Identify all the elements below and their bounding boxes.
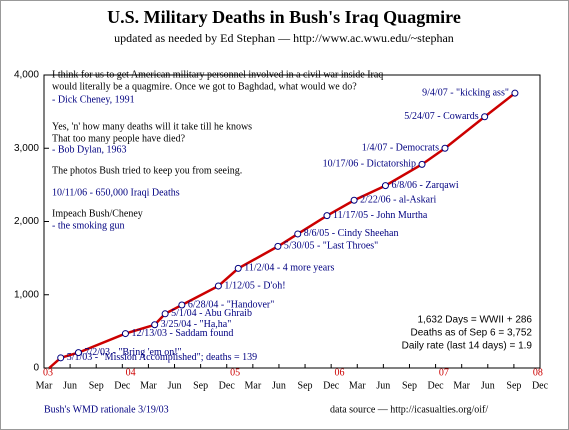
x-tick-label: Dec: [323, 380, 340, 391]
annotation-label: 9/4/07 - "kicking ass": [422, 87, 509, 98]
annotation-marker: [294, 230, 302, 238]
x-tick-label: Mar: [140, 380, 157, 391]
annotation-label: 3/25/04 - "Ha,ha": [161, 319, 232, 330]
y-tick-label: 2,000: [14, 216, 39, 227]
annotation-marker: [441, 144, 449, 152]
note-text: The photos Bush tried to keep you from s…: [52, 165, 242, 176]
annotation-label: 11/2/04 - 4 more years: [244, 263, 334, 274]
annotation-label: 1/12/05 - D'oh!: [224, 280, 285, 291]
annotation-marker: [274, 242, 282, 250]
annotation-marker: [381, 182, 389, 190]
x-tick-label: Mar: [36, 380, 53, 391]
annotation-marker: [74, 349, 82, 357]
annotation-label: 11/17/05 - John Murtha: [333, 210, 428, 221]
x-tick-label: Dec: [428, 380, 445, 391]
annotation-label: 5/24/07 - Cowards: [404, 111, 479, 122]
x-tick-label: Dec: [532, 380, 549, 391]
annotation-label: 12/13/03 - Saddam found: [131, 328, 233, 339]
year-label: 06: [335, 367, 345, 378]
x-tick-label: Jun: [376, 380, 390, 391]
note-text: Yes, 'n' how many deaths will it take ti…: [52, 121, 252, 132]
annotation-label: 5/1/04 - Abu Ghraib: [171, 308, 252, 319]
note-text: That too many people have died?: [52, 133, 186, 144]
x-tick-label: Jun: [481, 380, 495, 391]
year-label: 05: [230, 367, 240, 378]
annotation-marker: [161, 310, 169, 318]
annotation-marker: [151, 321, 159, 329]
annotation-marker: [323, 212, 331, 220]
note-text: I think for us to get American military …: [52, 69, 383, 80]
x-tick-label: Sep: [298, 380, 313, 391]
note-text: 10/11/06 - 650,000 Iraqi Deaths: [52, 187, 180, 198]
annotation-label: 7/2/03 - "Bring 'em on!": [84, 347, 181, 358]
y-tick-label: 3,000: [14, 143, 39, 154]
year-label: 07: [439, 367, 449, 378]
annotation-label: 8/6/05 - Cindy Sheehan: [304, 228, 399, 239]
year-label: 08: [533, 367, 543, 378]
annotation-label: 10/17/06 - Dictatorship: [323, 159, 416, 170]
stat-text: Daily rate (last 14 days) = 1.9: [402, 341, 533, 352]
chart-title: U.S. Military Deaths in Bush's Iraq Quag…: [107, 7, 461, 27]
x-tick-label: Sep: [402, 380, 417, 391]
x-tick-label: Mar: [245, 380, 262, 391]
annotation-label: 6/28/04 - "Handover": [188, 299, 274, 310]
x-tick-label: Jun: [168, 380, 182, 391]
annotation-label: 1/4/07 - Democrats: [362, 143, 439, 154]
annotation-label: 5/1/03 - "Mission Accomplished"; deaths …: [67, 352, 257, 363]
annotation-label: 5/30/05 - "Last Throes": [284, 241, 378, 252]
y-tick-label: 4,000: [14, 70, 39, 81]
note-text: Impeach Bush/Cheney: [52, 208, 143, 219]
series-line: [48, 92, 516, 369]
annotation-label: 6/8/06 - Zarqawi: [391, 180, 458, 191]
x-tick-label: Sep: [193, 380, 208, 391]
annotation-marker: [57, 354, 65, 362]
annotation-marker: [178, 301, 186, 309]
x-tick-label: Sep: [89, 380, 104, 391]
annotation-marker: [511, 89, 519, 97]
y-tick-label: 1,000: [14, 289, 39, 300]
annotation-marker: [214, 282, 222, 290]
x-tick-label: Jun: [272, 380, 286, 391]
year-label: 03: [43, 367, 53, 378]
annotation-label: 2/22/06 - al-Askari: [360, 195, 436, 206]
stat-text: 1,632 Days = WWII + 286: [418, 315, 533, 326]
year-label: 04: [126, 367, 136, 378]
annotation-marker: [234, 264, 242, 272]
footer-right: data source — http://icasualties.org/oif…: [330, 404, 488, 415]
note-text: - Dick Cheney, 1991: [52, 94, 135, 105]
x-tick-label: Dec: [219, 380, 236, 391]
note-text: would literally be a quagmire. Once we g…: [52, 81, 357, 92]
annotation-marker: [418, 160, 426, 168]
x-tick-label: Sep: [506, 380, 521, 391]
note-text: - the smoking gun: [52, 220, 125, 231]
note-text: - Bob Dylan, 1963: [52, 144, 126, 155]
annotation-marker: [121, 330, 129, 338]
stat-text: Deaths as of Sep 6 = 3,752: [411, 328, 533, 339]
x-tick-label: Jun: [63, 380, 77, 391]
annotation-marker: [481, 113, 489, 121]
chart-subtitle: updated as needed by Ed Stephan — http:/…: [114, 31, 454, 45]
x-tick-label: Mar: [453, 380, 470, 391]
x-tick-label: Dec: [114, 380, 131, 391]
y-tick-label: 0: [33, 363, 39, 374]
x-tick-label: Mar: [349, 380, 366, 391]
annotation-marker: [350, 196, 358, 204]
footer-left: Bush's WMD rationale 3/19/03: [44, 404, 169, 415]
